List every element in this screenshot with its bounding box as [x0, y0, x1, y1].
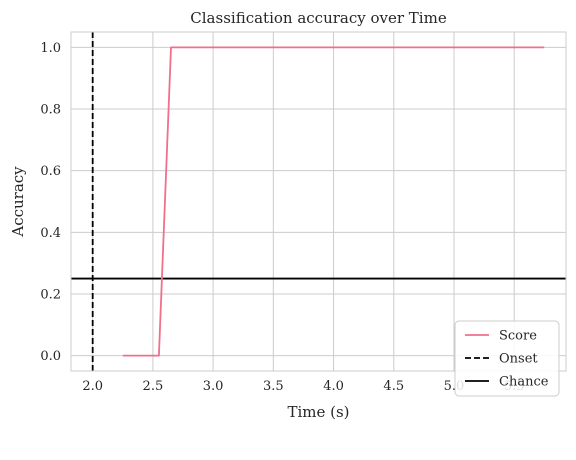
plot-frame: [70, 31, 567, 372]
x-tick-label: 2.0: [82, 379, 103, 394]
reference-lines: [71, 32, 566, 371]
chart-title: Classification accuracy over Time: [190, 9, 447, 27]
x-tick-label: 3.0: [203, 379, 224, 394]
legend: Score Onset Chance: [454, 320, 560, 397]
y-tick-label: 0.4: [40, 226, 61, 241]
y-tick-label: 0.2: [40, 287, 61, 302]
series-lines: [122, 46, 545, 357]
legend-label: Onset: [499, 352, 538, 367]
legend-label: Score: [499, 329, 537, 344]
x-tick-label: 4.0: [323, 379, 344, 394]
y-axis-label: Accuracy: [9, 166, 27, 238]
x-tick-label: 4.5: [383, 379, 404, 394]
score-series-line: [122, 46, 545, 357]
legend-box: [454, 320, 560, 397]
y-tick-label: 0.6: [40, 164, 61, 179]
x-tick-label: 2.5: [143, 379, 164, 394]
y-tick-labels: 0.0 0.2 0.4 0.6 0.8 1.0: [40, 41, 61, 364]
legend-label: Chance: [499, 375, 549, 390]
x-axis-label: Time (s): [287, 403, 349, 421]
y-tick-label: 0.0: [40, 349, 61, 364]
y-tick-label: 0.8: [40, 103, 61, 118]
y-tick-label: 1.0: [40, 41, 61, 56]
x-tick-label: 3.5: [263, 379, 284, 394]
